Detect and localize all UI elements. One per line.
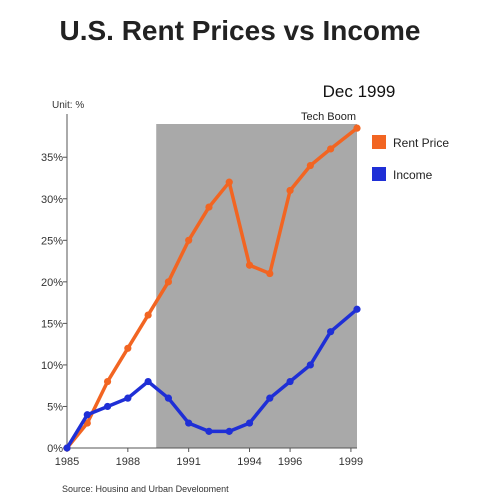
y-tick-label: 30% <box>41 194 63 206</box>
rent-price-point <box>164 278 172 286</box>
legend-label-income: Income <box>393 168 433 182</box>
income-point <box>124 394 132 402</box>
rent-price-point <box>103 377 112 386</box>
rent-price-point <box>185 236 193 244</box>
x-tick-label: 1991 <box>176 456 200 468</box>
income-point <box>225 427 233 435</box>
rent-price-point <box>353 124 361 132</box>
legend: Rent Price Income <box>372 135 449 182</box>
income-point <box>205 427 213 435</box>
rent-price-point <box>327 145 335 153</box>
y-tick-label: 10% <box>41 360 63 372</box>
tech-boom-label: Tech Boom <box>301 111 356 123</box>
legend-label-rent-price: Rent Price <box>393 136 449 150</box>
y-tick-label: 20% <box>41 277 63 289</box>
y-tick-label: 5% <box>47 401 63 413</box>
income-point <box>245 419 254 427</box>
x-tick-label: 1985 <box>55 456 79 468</box>
rent-price-point <box>205 203 213 211</box>
rent-price-point <box>245 261 254 269</box>
rent-price-point <box>83 419 91 427</box>
rent-price-point <box>225 178 233 186</box>
rent-price-point <box>286 186 294 195</box>
unit-label: Unit: % <box>52 100 84 111</box>
rent-price-point <box>306 161 314 170</box>
x-tick-label: 1988 <box>116 456 140 468</box>
income-point <box>103 402 112 411</box>
income-point <box>266 394 274 402</box>
income-point <box>185 419 193 427</box>
rent-price-point <box>266 269 274 278</box>
income-point <box>164 394 172 402</box>
y-tick-label: 35% <box>41 152 63 164</box>
date-label: Dec 1999 <box>323 82 396 101</box>
income-point <box>327 328 335 336</box>
x-tick-label: 1996 <box>278 456 302 468</box>
income-point <box>353 305 361 313</box>
rent-price-point <box>124 344 132 352</box>
legend-swatch-rent-price <box>372 135 386 149</box>
tech-boom-region <box>156 124 357 448</box>
chart-title: U.S. Rent Prices vs Income <box>59 15 420 46</box>
x-tick-label: 1994 <box>237 456 261 468</box>
y-tick-label: 15% <box>41 318 63 330</box>
rent-price-point <box>144 311 152 319</box>
source-note: Source: Housing and Urban Development <box>62 484 229 492</box>
plot-area: Tech Boom 0% 5% 10% 15% 20% 25% 30% 35% 1985 1988 1… <box>41 111 363 468</box>
legend-swatch-income <box>372 167 386 181</box>
x-tick-label: 1999 <box>339 456 363 468</box>
income-point <box>83 411 91 419</box>
y-tick-label: 0% <box>47 443 63 455</box>
income-point <box>63 444 71 452</box>
y-tick-label: 25% <box>41 235 63 247</box>
income-point <box>306 361 314 369</box>
income-point <box>144 377 152 386</box>
income-point <box>286 377 294 386</box>
